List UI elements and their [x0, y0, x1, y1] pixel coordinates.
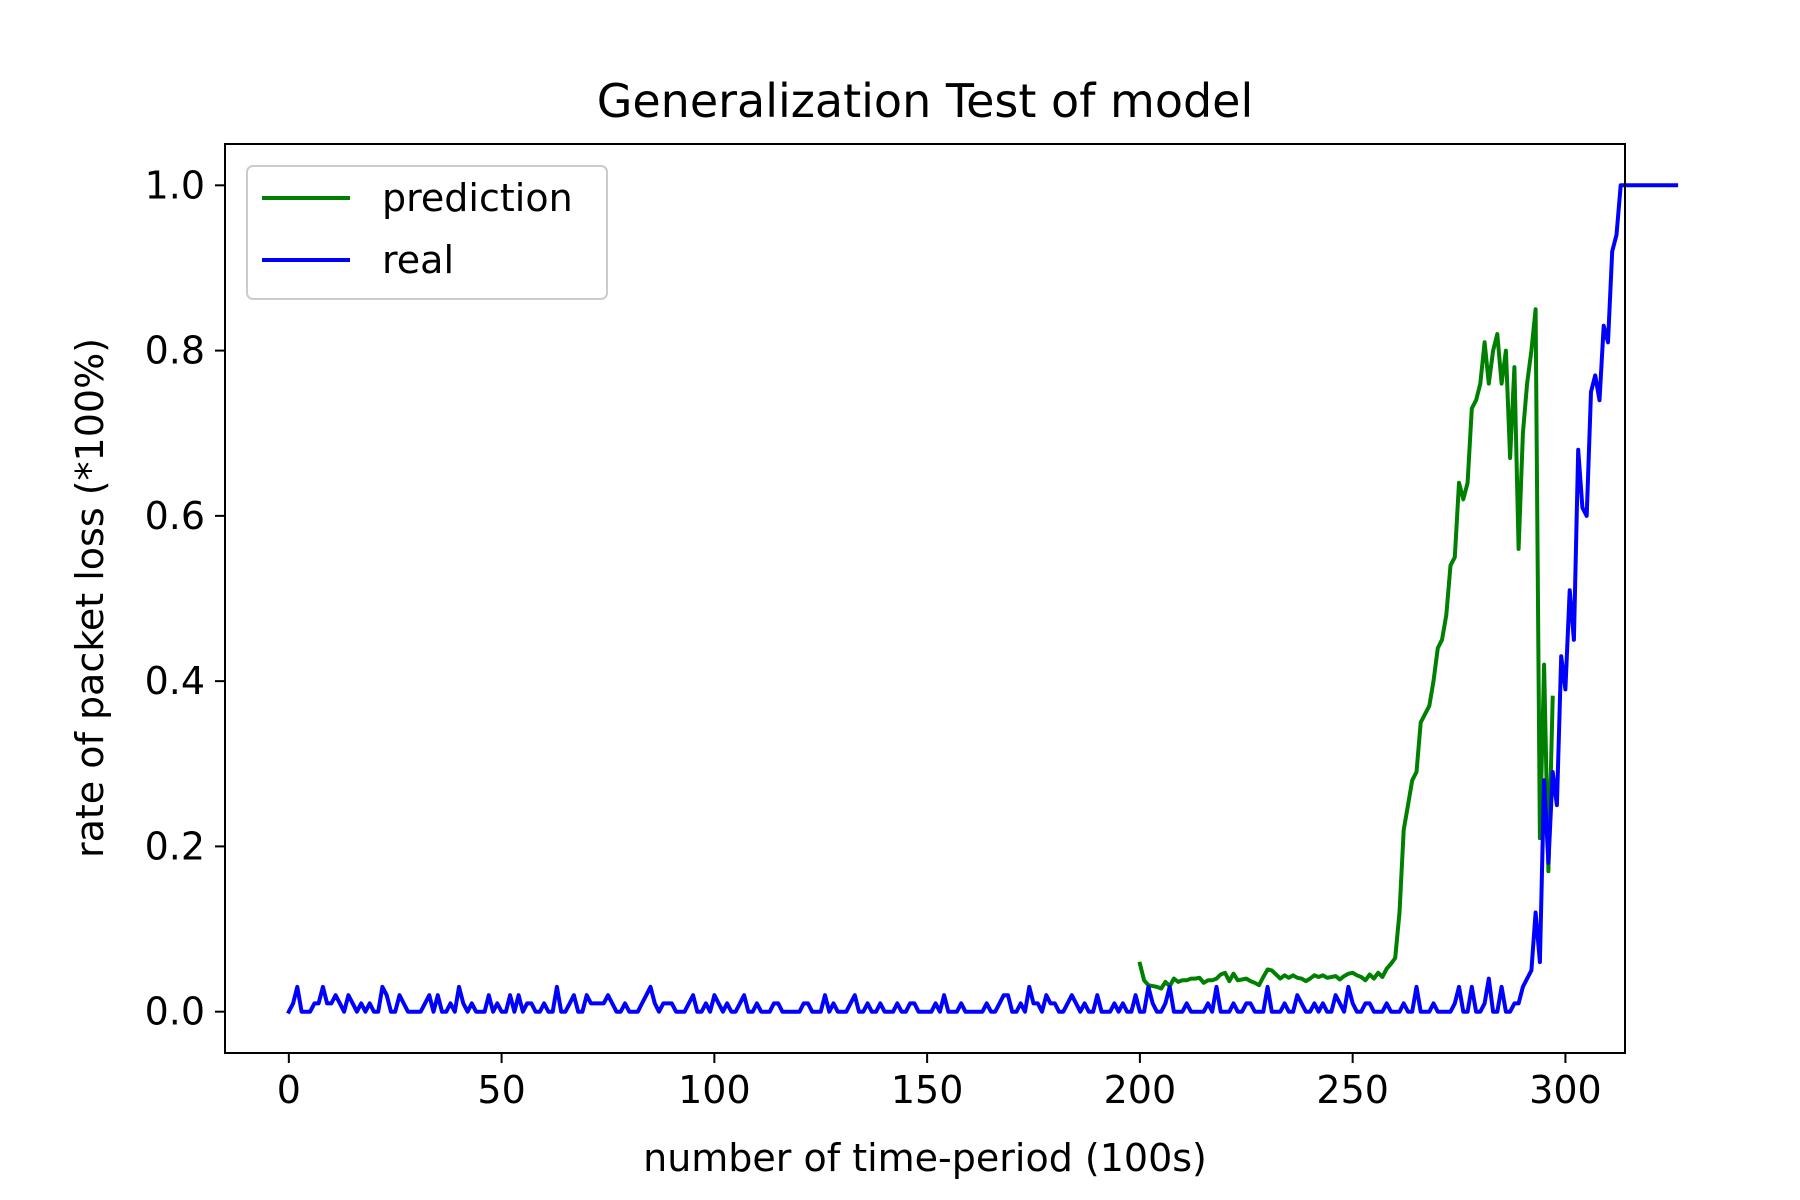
y-axis-label: rate of packet loss (*100%)	[68, 338, 112, 858]
series-line-real	[286, 183, 1679, 1015]
plot-frame	[224, 143, 1626, 1054]
legend-label-real: real	[382, 238, 454, 282]
x-axis: 0 50 100 150 200 250 300	[277, 1053, 1602, 1112]
y-tick-label: 1.0	[145, 163, 205, 207]
x-axis-label: number of time-period (100s)	[643, 1136, 1207, 1180]
x-tick-label: 0	[277, 1068, 301, 1112]
y-axis: 0.0 0.2 0.4 0.6 0.8 1.0	[145, 163, 225, 1034]
series-line-prediction	[1137, 307, 1555, 991]
legend-label-prediction: prediction	[382, 176, 573, 220]
x-tick-label: 250	[1316, 1068, 1389, 1112]
y-tick-label: 0.8	[145, 329, 205, 373]
series-layer	[286, 183, 1679, 1015]
legend: prediction real	[246, 165, 608, 300]
y-tick-label: 0.0	[145, 990, 205, 1034]
x-tick-label: 150	[891, 1068, 964, 1112]
chart-title: Generalization Test of model	[597, 74, 1254, 128]
x-tick-label: 50	[477, 1068, 525, 1112]
y-tick-label: 0.6	[145, 494, 205, 538]
x-tick-label: 200	[1104, 1068, 1177, 1112]
y-tick-label: 0.2	[145, 824, 205, 868]
x-tick-label: 300	[1529, 1068, 1602, 1112]
y-tick-label: 0.4	[145, 659, 205, 703]
x-tick-label: 100	[678, 1068, 751, 1112]
